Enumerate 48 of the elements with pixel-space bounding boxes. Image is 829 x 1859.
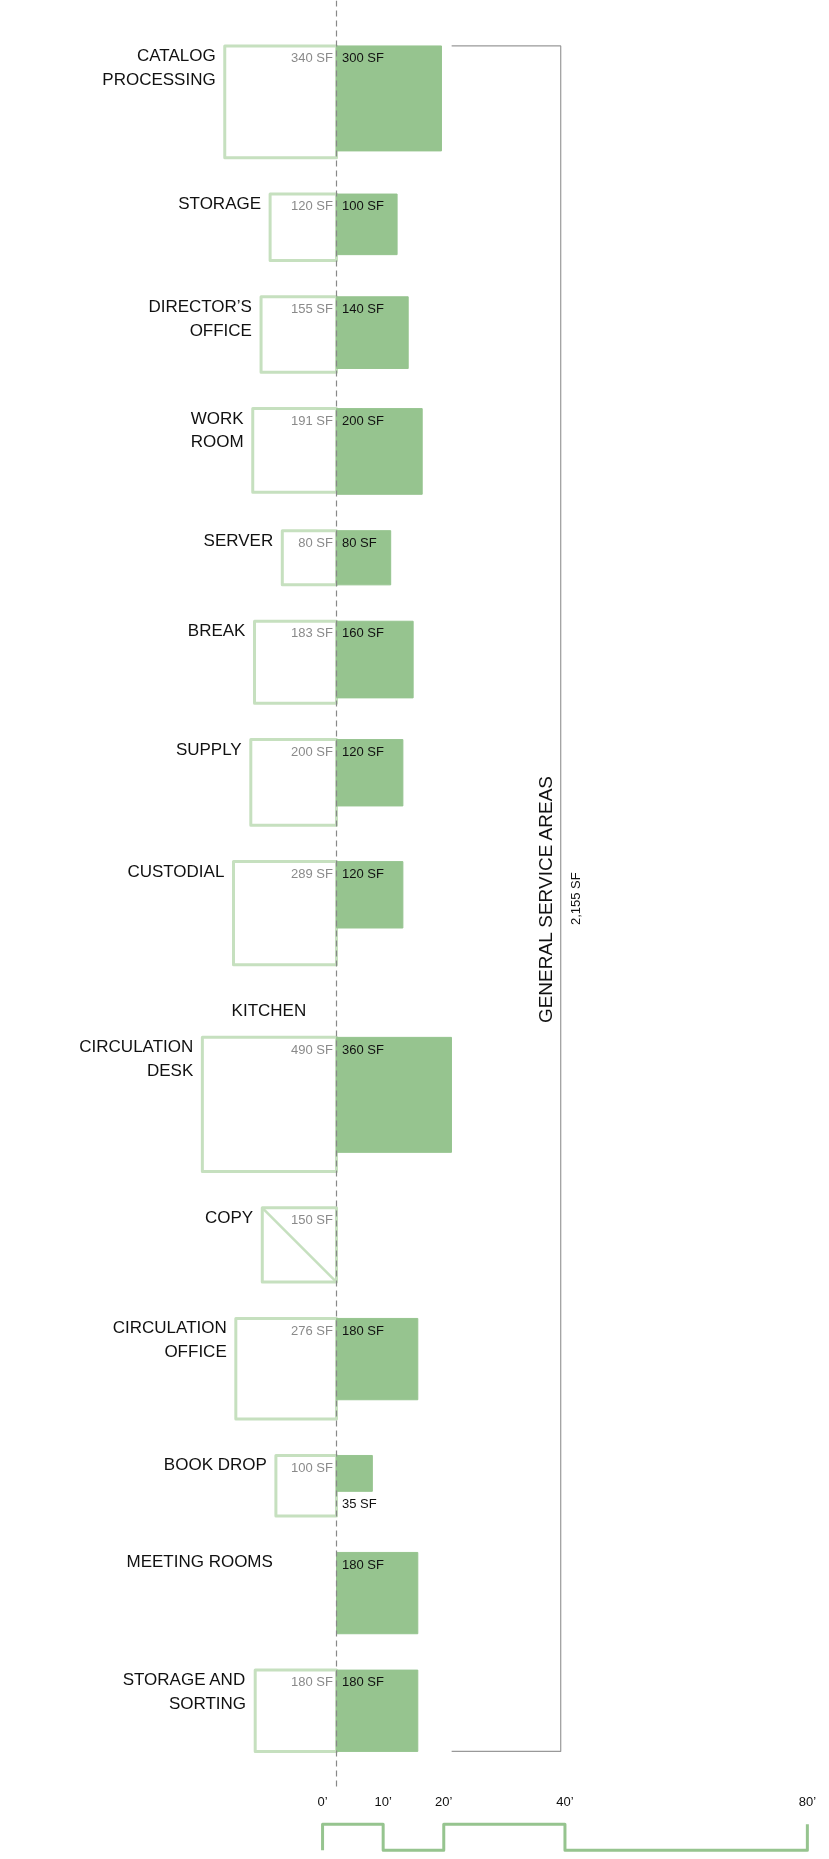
category-label: MEETING ROOMS — [126, 1552, 273, 1572]
text: 40’ — [556, 1793, 574, 1809]
data-label: 80 SF — [341, 534, 377, 550]
category-label: DIRECTOR’S OFFICE — [148, 296, 252, 340]
text: 20’ — [435, 1793, 453, 1809]
category-label: BOOK DROP — [163, 1455, 267, 1475]
data-label: 155 SF — [290, 301, 333, 317]
data-label: 100 SF — [341, 198, 384, 214]
category-label: SERVER — [203, 530, 274, 550]
data-label: 191 SF — [290, 412, 333, 428]
data-label: 120 SF — [290, 198, 333, 214]
data-label: 100 SF — [290, 1459, 333, 1475]
data-label: 289 SF — [290, 865, 333, 881]
category-label: WORK ROOM — [190, 408, 245, 452]
category-label: COPY — [205, 1207, 254, 1227]
text: GENERAL SERVICE AREAS — [535, 776, 557, 1024]
category-label: SUPPLY — [175, 739, 242, 759]
data-label: 35 SF — [341, 1496, 377, 1512]
data-label: 120 SF — [341, 865, 384, 881]
data-label: 276 SF — [290, 1322, 333, 1338]
category-label: STORAGE — [178, 194, 262, 214]
data-label: 200 SF — [341, 412, 384, 428]
data-label: 340 SF — [290, 50, 333, 66]
text: 0’ — [317, 1793, 328, 1809]
data-label: 180 SF — [341, 1674, 384, 1690]
data-label: 120 SF — [341, 743, 384, 759]
category-label: KITCHEN — [231, 1001, 307, 1020]
category-label: STORAGE AND SORTING — [122, 1670, 247, 1713]
category-label: BREAK — [187, 621, 247, 641]
text: 80’ — [798, 1793, 817, 1809]
data-label: 180 SF — [341, 1322, 384, 1338]
category-label: CIRCULATION DESK — [79, 1037, 194, 1081]
data-label: 140 SF — [341, 301, 384, 317]
text: 2,155 SF — [568, 872, 584, 926]
data-label: 183 SF — [290, 625, 333, 641]
data-label: 200 SF — [290, 743, 333, 759]
data-label: 80 SF — [298, 534, 333, 550]
data-label: 180 SF — [341, 1556, 384, 1572]
data-label: 490 SF — [290, 1041, 333, 1057]
data-label: 300 SF — [341, 50, 384, 66]
category-label: CUSTODIAL — [127, 861, 225, 881]
data-label: 160 SF — [341, 625, 384, 641]
data-label: 180 SF — [290, 1674, 333, 1690]
category-label: CATALOG PROCESSING — [102, 45, 216, 89]
category-label: CIRCULATION OFFICE — [112, 1318, 227, 1362]
text: 10’ — [374, 1793, 392, 1809]
data-label: 360 SF — [341, 1041, 384, 1057]
data-label: 150 SF — [290, 1212, 333, 1228]
